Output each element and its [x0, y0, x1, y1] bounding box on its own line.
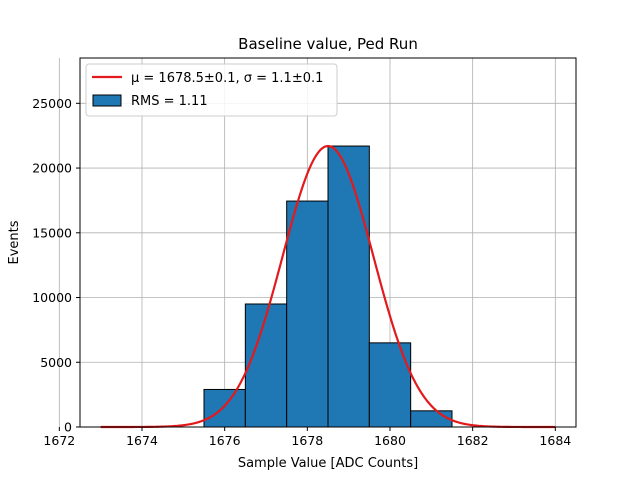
- y-tick-label: 10000: [32, 290, 72, 305]
- chart-title: Baseline value, Ped Run: [238, 35, 418, 53]
- x-tick-label: 1674: [126, 433, 158, 448]
- histogram-bar: [410, 410, 453, 428]
- x-axis-label: Sample Value [ADC Counts]: [238, 456, 418, 471]
- legend-histogram-label: RMS = 1.11: [131, 94, 208, 109]
- plot-frame: [79, 57, 577, 428]
- legend-histogram-swatch: [92, 94, 122, 107]
- histogram-bar: [203, 388, 246, 428]
- x-tick-label: 1680: [374, 433, 406, 448]
- histogram-bar: [286, 200, 329, 428]
- gaussian-fit-line: [100, 144, 556, 429]
- legend: μ = 1678.5±0.1, σ = 1.1±0.1 RMS = 1.11: [85, 63, 338, 117]
- legend-box: [85, 63, 338, 117]
- y-tick-label: 20000: [32, 161, 72, 176]
- histogram-bar: [327, 145, 370, 428]
- x-tick-label: 1672: [43, 433, 75, 448]
- x-tick-label: 1682: [457, 433, 489, 448]
- x-tick-label: 1678: [291, 433, 323, 448]
- y-tick-label: 5000: [40, 355, 72, 370]
- histogram-bar: [368, 342, 412, 428]
- legend-fit-label: μ = 1678.5±0.1, σ = 1.1±0.1: [131, 71, 323, 86]
- y-axis-ticks: 0 5000 10000 15000 20000 25000: [32, 96, 80, 435]
- y-axis-label: Events: [7, 220, 22, 264]
- y-tick-label: 25000: [32, 96, 72, 111]
- x-axis-ticks: 1672 1674 1676 1678 1680 1682 1684: [43, 427, 571, 448]
- histogram-bars: [203, 145, 453, 428]
- histogram-bar: [244, 303, 288, 428]
- y-tick-label: 15000: [32, 225, 72, 240]
- y-tick-label: 0: [64, 420, 72, 435]
- x-tick-label: 1676: [209, 433, 241, 448]
- x-tick-label: 1684: [539, 433, 571, 448]
